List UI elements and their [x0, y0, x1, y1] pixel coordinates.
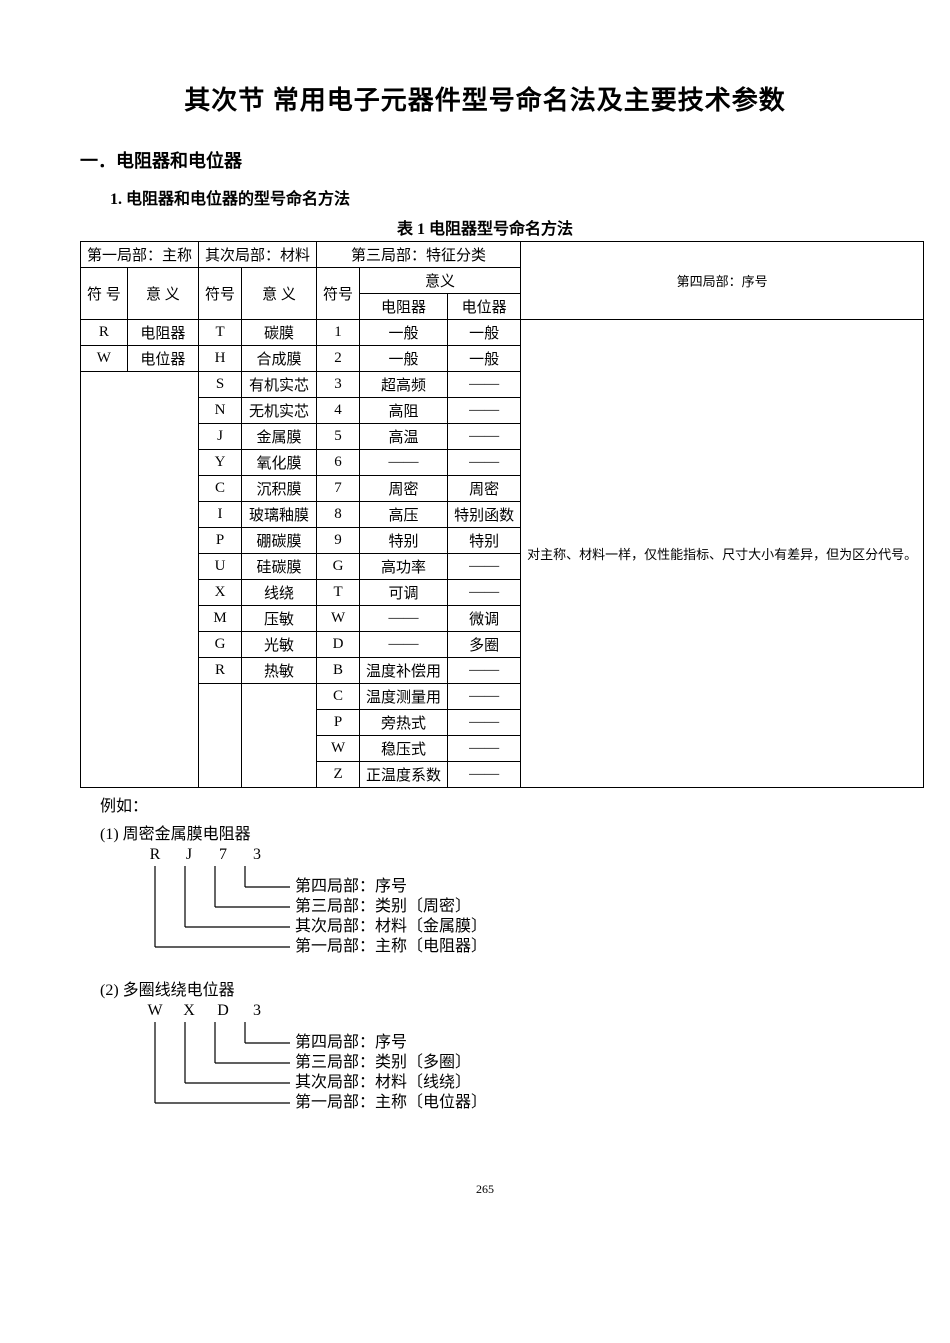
example2-diagram: W X D 3 第四局部：序号 第三局部：类别〔多圈〕 其次局部：材料〔线绕〕 …: [140, 1002, 890, 1122]
section-heading: 一．电阻器和电位器: [80, 147, 890, 173]
note-cell: 对主称、材料一样，仅性能指标、尺寸大小有差异，但为区分代号。: [521, 320, 924, 788]
ex1-c3: 3: [242, 846, 272, 864]
header-resistor: 电阻器: [360, 294, 448, 320]
header-mean3: 意义: [360, 268, 521, 294]
ex1-line3: 第一局部：主称〔电阻器〕: [295, 937, 487, 955]
ex1-line0: 第四局部：序号: [295, 877, 407, 895]
ex1-line1: 第三局部：类别〔周密〕: [295, 897, 471, 915]
example2-label: (2) 多圈线绕电位器: [100, 976, 890, 1000]
ex2-line1: 第三局部：类别〔多圈〕: [295, 1053, 471, 1071]
example1-diagram: R J 7 3 第四局部：序号 第三局部：类别〔周密〕 其次局部：材料〔金属膜〕…: [140, 846, 890, 966]
header-mean2: 意 义: [242, 268, 317, 320]
header-sym1: 符 号: [81, 268, 128, 320]
table-caption: 表 1 电阻器型号命名方法: [80, 215, 890, 239]
ex1-c0: R: [140, 846, 170, 864]
ex2-line0: 第四局部：序号: [295, 1033, 407, 1051]
ex2-c1: X: [174, 1002, 204, 1020]
ex2-c0: W: [140, 1002, 170, 1020]
subsection-heading: 1. 电阻器和电位器的型号命名方法: [110, 185, 890, 209]
header-part2: 其次局部：材料: [199, 242, 317, 268]
example-intro: 例如：: [100, 792, 890, 816]
table-row: R电阻器T碳膜1一般一般对主称、材料一样，仅性能指标、尺寸大小有差异，但为区分代…: [81, 320, 924, 346]
header-sym2: 符号: [199, 268, 242, 320]
page-title: 其次节 常用电子元器件型号命名法及主要技术参数: [80, 80, 890, 117]
example1-label: (1) 周密金属膜电阻器: [100, 820, 890, 844]
header-part1: 第一局部：主称: [81, 242, 199, 268]
ex2-c2: D: [208, 1002, 238, 1020]
ex1-c1: J: [174, 846, 204, 864]
page-number: 265: [80, 1182, 890, 1197]
ex2-line3: 第一局部：主称〔电位器〕: [295, 1093, 487, 1111]
header-part3: 第三局部：特征分类: [317, 242, 521, 268]
ex1-line2: 其次局部：材料〔金属膜〕: [295, 917, 487, 935]
ex2-svg: 第四局部：序号 第三局部：类别〔多圈〕 其次局部：材料〔线绕〕 第一局部：主称〔…: [140, 1022, 540, 1117]
header-sym3: 符号: [317, 268, 360, 320]
header-part4: 第四局部：序号: [521, 242, 924, 320]
naming-table: 第一局部：主称 其次局部：材料 第三局部：特征分类 第四局部：序号 符 号 意 …: [80, 241, 924, 788]
ex1-svg: 第四局部：序号 第三局部：类别〔周密〕 其次局部：材料〔金属膜〕 第一局部：主称…: [140, 866, 540, 961]
ex2-c3: 3: [242, 1002, 272, 1020]
header-mean1: 意 义: [127, 268, 198, 320]
ex1-c2: 7: [208, 846, 238, 864]
ex2-line2: 其次局部：材料〔线绕〕: [295, 1073, 471, 1091]
header-potentiometer: 电位器: [448, 294, 521, 320]
